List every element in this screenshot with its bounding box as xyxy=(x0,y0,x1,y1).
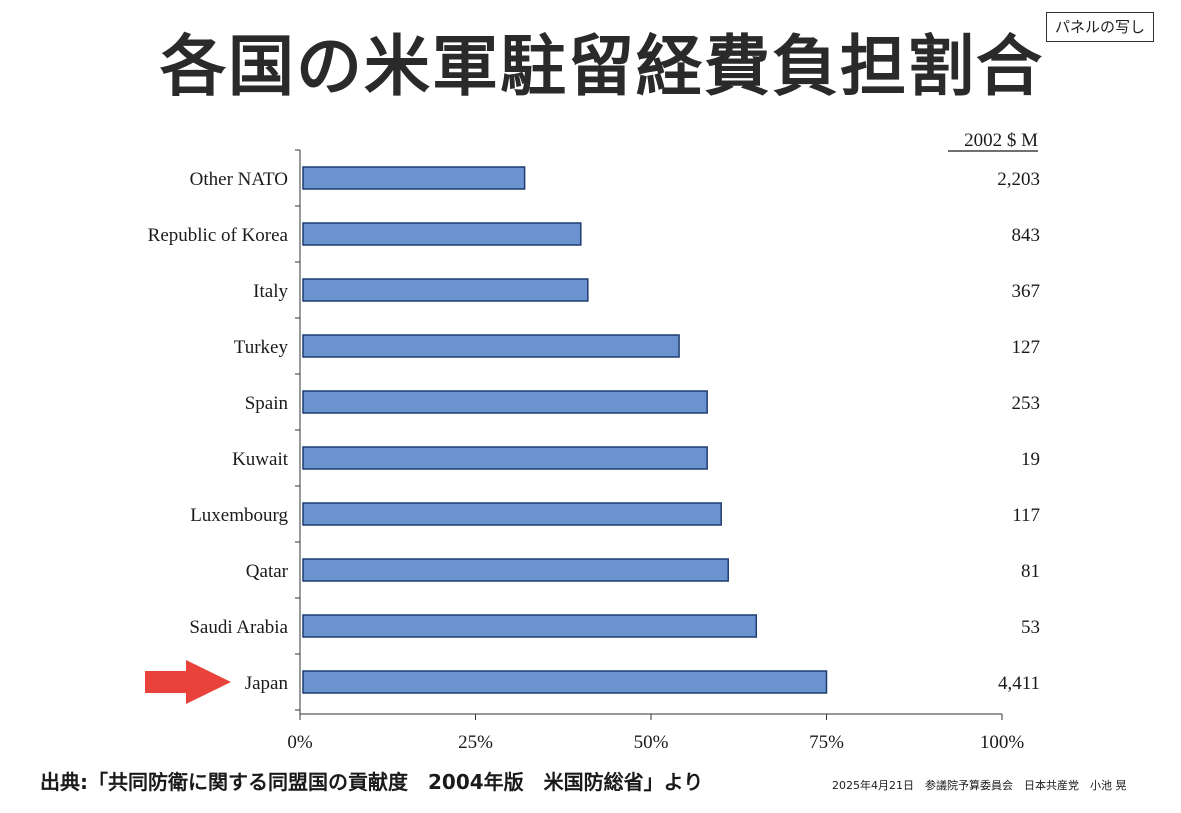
x-tick-label: 25% xyxy=(458,732,493,753)
amount-label: 2,203 xyxy=(997,169,1040,190)
amount-label: 253 xyxy=(1012,393,1041,414)
category-label: Republic of Korea xyxy=(148,225,289,246)
panel-copy-badge: パネルの写し xyxy=(1046,12,1155,42)
amount-label: 4,411 xyxy=(998,673,1040,694)
amount-label: 53 xyxy=(1021,617,1040,638)
category-label: Saudi Arabia xyxy=(189,617,288,638)
highlight-arrow-icon xyxy=(145,660,231,704)
x-tick-label: 50% xyxy=(634,732,669,753)
bar-qatar xyxy=(302,558,729,582)
amount-label: 367 xyxy=(1012,281,1041,302)
bar-spain xyxy=(302,390,708,414)
category-label: Italy xyxy=(253,281,288,302)
footer-credit: 2025年4月21日 参議院予算委員会 日本共産党 小池 晃 xyxy=(832,779,1127,792)
amount-label: 117 xyxy=(1012,505,1040,526)
category-label: Japan xyxy=(245,673,289,694)
page-title: 各国の米軍駐留経費負担割合 xyxy=(160,28,1044,105)
x-tick-label: 0% xyxy=(287,732,313,753)
amount-label: 19 xyxy=(1021,449,1040,470)
amount-label: 127 xyxy=(1012,337,1041,358)
bar-luxembourg xyxy=(302,502,722,526)
category-label: Qatar xyxy=(246,561,289,582)
bar-italy xyxy=(302,278,589,302)
amount-label: 843 xyxy=(1012,225,1041,246)
bar-other-nato xyxy=(302,166,526,190)
x-tick-label: 75% xyxy=(809,732,844,753)
bar-chart: 2002 $ M 0% 25% 50% 75% 100% Other NATO 2,203 Re… xyxy=(145,130,1041,753)
bar-saudi-arabia xyxy=(302,614,758,638)
category-label: Kuwait xyxy=(232,449,289,470)
category-label: Spain xyxy=(245,393,289,414)
bar-kuwait xyxy=(302,446,708,470)
category-label: Turkey xyxy=(234,337,289,358)
bar-japan xyxy=(302,670,828,694)
bar-republic-of-korea xyxy=(302,222,582,246)
bar-turkey xyxy=(302,334,680,358)
source-note: 出典:「共同防衛に関する同盟国の貢献度 2004年版 米国防総省」より xyxy=(40,770,704,794)
x-tick-label: 100% xyxy=(980,732,1025,753)
category-label: Luxembourg xyxy=(190,505,288,526)
amounts-header: 2002 $ M xyxy=(964,130,1038,151)
amount-label: 81 xyxy=(1021,561,1040,582)
category-label: Other NATO xyxy=(190,169,288,190)
